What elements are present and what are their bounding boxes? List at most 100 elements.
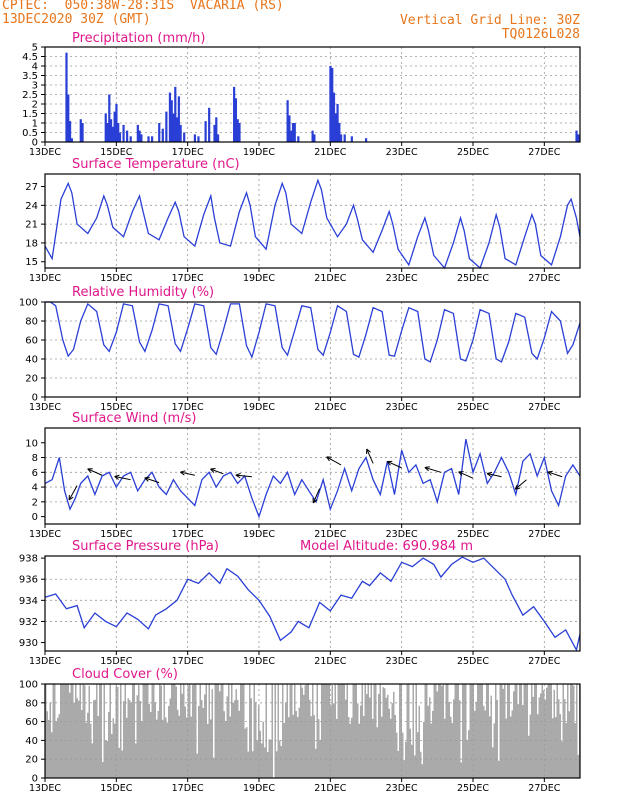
precip-bar [575, 130, 578, 142]
wind-arrow [114, 476, 131, 481]
wind-arrow [180, 471, 195, 476]
header-run-date: 13DEC2020 30Z (GMT) [2, 12, 151, 27]
wind-arrow [387, 461, 402, 469]
x-tick-label: 13DEC [29, 402, 61, 413]
wind-arrow [547, 471, 563, 478]
y-tick-label: 100 [19, 680, 38, 691]
x-tick-label: 19DEC [243, 147, 275, 158]
precip-bar [350, 136, 353, 142]
wind-arrow-head [326, 456, 330, 462]
y-tick-label: 80 [25, 317, 38, 328]
wind-arrow-head [114, 476, 119, 480]
y-tick-label: 932 [19, 617, 38, 628]
y-tick-label: 60 [25, 336, 38, 347]
precip-title: Precipitation (mm/h) [72, 31, 205, 46]
x-tick-label: 27DEC [528, 529, 560, 540]
wind-arrow-head [487, 471, 493, 475]
precip-bar [108, 94, 111, 142]
y-tick-label: 3 [32, 81, 38, 92]
x-tick-label: 19DEC [243, 529, 275, 540]
y-tick-label: 938 [19, 554, 38, 565]
precip-bar [170, 100, 173, 142]
precip-bar [177, 96, 180, 142]
y-tick-label: 2 [32, 100, 38, 111]
precip-bar [193, 134, 196, 142]
y-tick-label: 10 [25, 438, 38, 449]
y-tick-label: 1 [32, 119, 38, 130]
precip-bar [65, 52, 68, 143]
precip-bar [81, 123, 84, 142]
precip-bar [286, 100, 289, 142]
y-tick-label: 2 [32, 497, 38, 508]
precip-bar [118, 132, 122, 142]
y-tick-label: 930 [19, 638, 38, 649]
x-tick-label: 19DEC [243, 402, 275, 413]
x-tick-label: 13DEC [29, 273, 61, 284]
y-tick-label: 4.5 [22, 52, 38, 63]
precip-bar [106, 123, 109, 142]
precip-bar [129, 136, 132, 142]
x-tick-label: 21DEC [314, 273, 346, 284]
y-tick-label: 18 [25, 238, 38, 249]
y-tick-label: 24 [25, 201, 38, 212]
y-tick-label: 20 [25, 374, 38, 385]
x-tick-label: 15DEC [100, 147, 132, 158]
precip-bar [340, 134, 343, 142]
x-tick-label: 17DEC [172, 402, 204, 413]
temp-frame [44, 173, 581, 269]
wind-arrow [235, 474, 252, 478]
x-tick-label: 27DEC [528, 402, 560, 413]
precip-bar [165, 111, 168, 142]
precip-bar [151, 136, 154, 142]
precip-bar [109, 119, 113, 142]
x-tick-label: 21DEC [314, 783, 346, 794]
y-tick-label: 40 [25, 736, 38, 747]
rh-title: Relative Humidity (%) [72, 285, 214, 300]
precip-bar [122, 124, 125, 142]
rh-frame [44, 301, 581, 398]
precip-bar [313, 134, 316, 142]
precip-bar [293, 123, 296, 142]
y-tick-label: 1.5 [22, 109, 38, 120]
y-tick-label: 0 [32, 393, 38, 404]
x-tick-label: 15DEC [100, 273, 132, 284]
model-altitude: Model Altitude: 690.984 m [300, 539, 473, 554]
precip-bar [331, 67, 334, 142]
cloud-title: Cloud Cover (%) [72, 667, 178, 682]
precip-bar [183, 132, 186, 142]
precip-bar [147, 136, 150, 142]
wind-arrow-head [235, 474, 241, 479]
header-model-code: TQ0126L028 [501, 27, 580, 42]
wind-arrow-head [144, 476, 150, 479]
precip-bar [111, 126, 114, 142]
wind-arrow [458, 471, 474, 479]
x-tick-label: 17DEC [172, 529, 204, 540]
wind-arrow-head [68, 496, 74, 501]
y-tick-label: 60 [25, 717, 38, 728]
precip-bar [216, 134, 220, 142]
wind-arrow-head [514, 484, 518, 490]
x-tick-label: 19DEC [243, 273, 275, 284]
precip-bar [291, 123, 295, 142]
wind-arrow-head [144, 477, 149, 482]
x-tick-label: 13DEC [29, 529, 61, 540]
wind-arrow [312, 488, 321, 504]
x-tick-label: 17DEC [172, 783, 204, 794]
y-tick-label: 0 [32, 774, 38, 785]
precip-bar [233, 86, 236, 142]
x-tick-label: 27DEC [528, 656, 560, 667]
x-tick-label: 25DEC [457, 402, 489, 413]
precip-bar [67, 94, 70, 142]
wind-arrow-head [547, 470, 553, 473]
precip-bar [343, 134, 346, 142]
precip-bar [297, 136, 300, 142]
x-tick-label: 15DEC [100, 783, 132, 794]
pres-title: Surface Pressure (hPa) [72, 539, 219, 554]
x-tick-label: 23DEC [386, 273, 418, 284]
pres-line [44, 556, 581, 652]
x-tick-label: 27DEC [528, 783, 560, 794]
precip-frame [44, 46, 581, 143]
y-tick-label: 8 [32, 453, 38, 464]
y-tick-label: 40 [25, 355, 38, 366]
y-tick-label: 934 [19, 596, 38, 607]
